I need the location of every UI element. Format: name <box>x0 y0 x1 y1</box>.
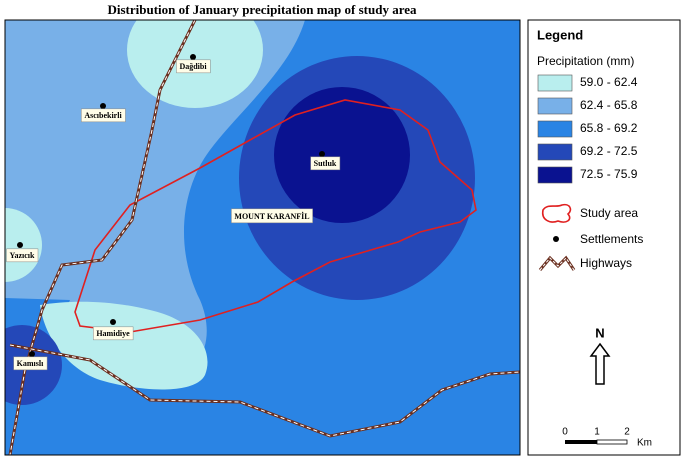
legend-swatch <box>537 143 573 161</box>
map-frame <box>4 19 521 456</box>
place-label-box <box>310 156 341 171</box>
highways <box>8 20 520 455</box>
settlement-dot <box>100 103 106 109</box>
zone <box>5 20 305 380</box>
legend-items: 59.0 - 62.4 62.4 - 65.8 65.8 - 69.2 69.2 - … <box>537 74 643 270</box>
legend-swatch <box>537 97 573 115</box>
zone <box>274 87 410 223</box>
scale-bar <box>596 439 628 445</box>
scale-label: Km <box>637 438 652 449</box>
legend-label: 72.5 - 75.9 <box>580 167 638 181</box>
legend-swatch <box>537 166 573 184</box>
map-area: Dağdibi Ascıbekirli Sutluk MOUNT KARANFİL Ya… <box>5 20 520 455</box>
place-label-box <box>93 326 134 341</box>
legend-label: 62.4 - 65.8 <box>580 98 638 112</box>
place-label: Dağdibi <box>179 62 207 71</box>
highway-symbol-dash <box>539 257 575 271</box>
scale-bar <box>565 440 597 444</box>
legend-swatch <box>537 74 573 92</box>
scale-label: 1 <box>594 427 600 438</box>
highway-dash <box>9 344 520 437</box>
legend-label: 69.2 - 72.5 <box>580 144 638 158</box>
legend-swatch <box>537 120 573 138</box>
place-label: Hamidiye <box>96 329 130 338</box>
study-area-symbol <box>541 203 572 223</box>
zone <box>40 301 208 390</box>
place-label: Ascıbekirli <box>84 111 122 120</box>
place-label-box <box>176 59 211 74</box>
legend-label: 59.0 - 62.4 <box>580 75 638 89</box>
settlement-dot <box>17 242 23 248</box>
north-label: N <box>595 325 604 340</box>
legend-title: Legend <box>537 27 583 42</box>
north-arrow <box>589 342 611 385</box>
place-label-box <box>81 108 126 123</box>
place-label: Kamıslı <box>17 359 44 368</box>
place-label-box <box>231 208 313 224</box>
place-label: Yazıcık <box>10 251 35 260</box>
place-label-box <box>13 356 48 371</box>
scale-labels: 0 1 2 Km <box>562 427 652 449</box>
legend-symbol-label: Settlements <box>580 232 643 246</box>
legend-symbol-label: Highways <box>580 256 632 270</box>
map-title: Distribution of January precipitation ma… <box>107 2 417 17</box>
study-area-outline <box>74 99 477 333</box>
settlement-dot <box>190 54 196 60</box>
scale-label: 0 <box>562 427 568 438</box>
place-label-box <box>6 248 39 263</box>
scale-label: 2 <box>624 427 630 438</box>
place-label: MOUNT KARANFİL <box>234 211 309 221</box>
legend-symbol-label: Study area <box>580 206 638 220</box>
settlement-dot <box>29 351 35 357</box>
settlements: Dağdibi Ascıbekirli Sutluk MOUNT KARANFİL Ya… <box>6 54 341 371</box>
settlement-dot <box>319 151 325 157</box>
legend-label: 65.8 - 69.2 <box>580 121 638 135</box>
zone <box>5 208 42 282</box>
legend-subtitle: Precipitation (mm) <box>537 54 634 68</box>
settlement-symbol <box>553 236 559 242</box>
place-label: Sutluk <box>314 159 337 168</box>
settlement-dot <box>110 319 116 325</box>
